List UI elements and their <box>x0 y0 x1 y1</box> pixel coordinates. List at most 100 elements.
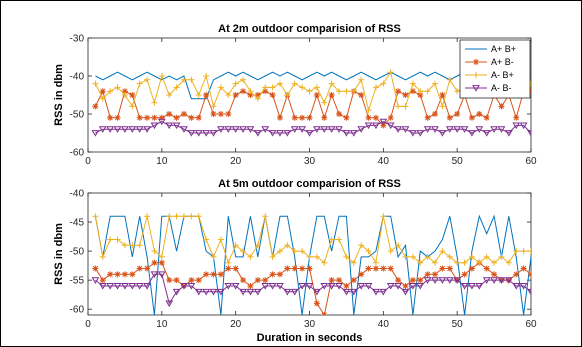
data-point-ab <box>313 126 321 133</box>
data-point-ab <box>401 288 410 296</box>
data-point-ab <box>483 253 490 260</box>
data-point-ab <box>321 312 328 315</box>
data-point-ab <box>158 73 165 79</box>
data-point-ab <box>321 114 328 121</box>
data-point-ab <box>261 283 270 290</box>
data-point-ab <box>268 130 277 137</box>
data-point-ab <box>468 253 475 260</box>
data-point-ab <box>408 130 417 137</box>
data-point-ab <box>144 265 151 272</box>
chart-1: 0 10 20 30 40 50 60 -30 -40 -50 -60 At 2m outdoor c… <box>53 23 537 167</box>
data-point-ab <box>439 265 446 272</box>
data-point-ab <box>336 236 343 243</box>
data-point-ab <box>408 283 417 290</box>
data-point-ab <box>343 253 350 260</box>
data-point-ab <box>446 253 453 260</box>
data-point-ab <box>453 277 462 284</box>
data-point-ab <box>291 80 298 87</box>
data-point-ab <box>217 126 225 133</box>
data-point-ab <box>394 126 402 133</box>
data-point-ab <box>284 92 291 98</box>
x-tick-label: 30 <box>304 156 316 167</box>
x-tick-label: 50 <box>452 319 464 330</box>
data-point-ab <box>224 283 233 290</box>
y-tick-label: -60 <box>70 148 85 159</box>
y-tick-label: -30 <box>70 34 85 45</box>
data-point-ab <box>92 265 99 272</box>
data-point-ab <box>128 126 137 133</box>
data-point-ab <box>335 126 343 133</box>
data-point-ab <box>460 126 469 133</box>
data-point-ab <box>246 288 255 296</box>
data-point-ab <box>269 92 276 98</box>
data-point-ab <box>129 103 136 110</box>
data-point-ab <box>188 76 195 83</box>
data-point-ab <box>349 288 358 296</box>
chart-2: 0 10 20 30 40 50 60 -40 -45 -50 -55 -60 At 5m outdoo… <box>53 178 537 344</box>
data-point-ab <box>151 259 158 266</box>
data-point-ab <box>424 88 431 95</box>
data-point-ab <box>121 126 129 133</box>
data-point-ab <box>468 283 476 290</box>
data-point-ab <box>336 88 343 95</box>
data-point-ab <box>387 114 394 121</box>
x-tick-label: 20 <box>230 319 242 330</box>
data-point-ab <box>165 122 174 130</box>
data-point-ab <box>416 283 425 290</box>
data-point-ab <box>136 80 143 87</box>
data-point-ab <box>232 242 239 249</box>
data-point-ab <box>276 248 283 255</box>
data-point-ab <box>313 84 320 91</box>
data-point-ab <box>144 114 151 121</box>
data-point-ab <box>210 271 217 278</box>
data-point-ab <box>306 265 313 272</box>
data-point-ab <box>188 114 195 121</box>
data-point-ab <box>217 288 225 296</box>
data-point-ab <box>157 271 166 279</box>
legend-entry-label: A- B+ <box>491 70 514 80</box>
data-point-ab <box>513 248 520 255</box>
data-point-ab <box>328 236 335 243</box>
data-point-ab <box>173 84 180 91</box>
data-point-ab <box>424 253 431 260</box>
data-point-ab <box>350 88 357 95</box>
data-point-ab <box>358 76 365 83</box>
data-point-ab <box>144 213 151 220</box>
data-point-ab <box>106 283 115 290</box>
data-point-ab <box>491 271 498 278</box>
data-point-ab <box>445 126 454 133</box>
chart-2-title: At 5m outdoor comparision of RSS <box>218 178 401 190</box>
data-point-ab <box>512 122 521 130</box>
data-point-ab <box>490 126 498 133</box>
data-point-ab <box>431 126 439 133</box>
data-point-ab <box>158 259 165 266</box>
data-point-ab <box>158 253 165 260</box>
data-point-ab <box>240 277 247 284</box>
data-point-ab <box>402 282 409 289</box>
data-point-ab <box>195 114 202 121</box>
data-point-ab <box>497 126 506 133</box>
data-point-ab <box>92 80 99 87</box>
data-point-ab <box>203 271 210 278</box>
data-point-ab <box>225 111 232 117</box>
data-point-ab <box>203 236 210 243</box>
y-tick-label: -45 <box>70 218 85 229</box>
data-point-ab <box>166 92 173 98</box>
data-point-ab <box>247 253 254 260</box>
data-point-ab <box>468 130 476 137</box>
data-point-ab <box>409 253 416 260</box>
data-point-ab <box>475 126 484 133</box>
data-point-ab <box>306 114 313 121</box>
data-point-ab <box>225 265 232 272</box>
data-point-ab <box>395 277 402 284</box>
data-point-ab <box>253 288 262 296</box>
data-point-ab <box>454 259 461 266</box>
y-tick-label: -40 <box>70 72 85 83</box>
data-point-ab <box>372 84 379 91</box>
data-point-ab <box>150 271 159 279</box>
data-point-ab <box>365 114 372 121</box>
data-point-ab <box>106 126 115 133</box>
data-point-ab <box>423 277 432 284</box>
data-point-ab <box>423 126 432 133</box>
x-tick-label: 0 <box>85 156 91 167</box>
